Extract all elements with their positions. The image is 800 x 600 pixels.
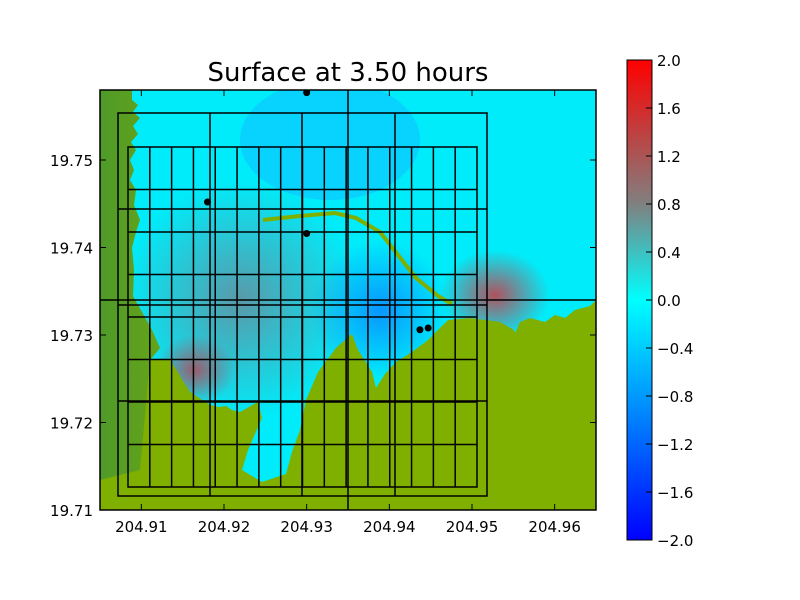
colorbar-tick-label: −1.2 <box>657 436 693 454</box>
y-axis: 19.71 19.72 19.73 19.74 19.75 <box>50 152 596 520</box>
x-tick-label: 204.95 <box>446 518 499 536</box>
plot-frame <box>99 89 597 511</box>
colorbar-tick-label: 0.0 <box>657 292 681 310</box>
surface-deep-region <box>240 90 420 200</box>
y-tick-label: 19.71 <box>50 502 93 520</box>
y-tick-label: 19.73 <box>50 327 93 345</box>
gauge-point <box>203 198 211 206</box>
colorbar-tick-label: 2.0 <box>657 52 681 70</box>
colorbar-tick-label: 0.8 <box>657 196 681 214</box>
gauge-point <box>416 326 424 334</box>
colorbar-tick-label: 0.4 <box>657 244 681 262</box>
colorbar-tick-label: −2.0 <box>657 532 693 550</box>
x-tick-label: 204.92 <box>198 518 251 536</box>
y-tick-label: 19.72 <box>50 415 93 433</box>
plot-area <box>100 90 596 510</box>
colorbar-tick-label: −0.4 <box>657 340 693 358</box>
colorbar-tick-label: −0.8 <box>657 388 693 406</box>
colorbar-tick-label: 1.2 <box>657 148 681 166</box>
colorbar-ticks: 2.0 1.6 1.2 0.8 0.4 0.0 −0.4 −0.8 −1.2 −1.6 −2.0 <box>646 52 693 550</box>
y-tick-label: 19.75 <box>50 152 93 170</box>
x-tick-label: 204.94 <box>363 518 416 536</box>
x-tick-label: 204.93 <box>280 518 333 536</box>
gauge-point <box>424 324 432 332</box>
gauge-markers <box>203 90 432 334</box>
x-tick-label: 204.96 <box>528 518 581 536</box>
land-southeast-ragged <box>510 300 596 345</box>
colorbar-tick-label: −1.6 <box>657 484 693 502</box>
x-tick-label: 204.91 <box>115 518 168 536</box>
chart-title: Surface at 3.50 hours <box>208 58 489 88</box>
mesh-grid <box>100 90 596 510</box>
x-axis: 204.91 204.92 204.93 204.94 204.95 204.96 <box>115 90 581 536</box>
colorbar-tick-label: 1.6 <box>657 100 681 118</box>
colorbar: 2.0 1.6 1.2 0.8 0.4 0.0 −0.4 −0.8 −1.2 −1.6 −2.0 <box>626 52 693 550</box>
gauge-point <box>303 230 311 237</box>
y-tick-label: 19.74 <box>50 240 93 258</box>
